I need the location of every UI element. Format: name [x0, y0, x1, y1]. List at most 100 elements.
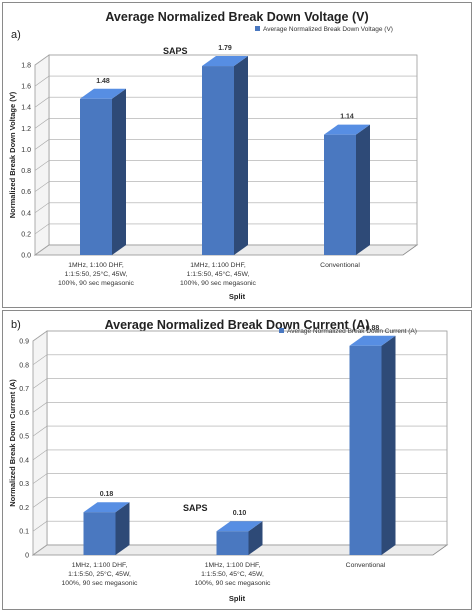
gridline [32, 449, 447, 461]
y-tick-label: 0.7 [19, 386, 29, 393]
gridline [32, 354, 447, 366]
gridline [34, 139, 417, 150]
voltage-chart-panel: a) Average Normalized Break Down Voltage … [2, 2, 472, 308]
y-tick-label: 1.0 [21, 147, 31, 154]
x-tick-label: 1:1:5:50, 25°C, 45W, [68, 570, 131, 578]
bar-side [381, 335, 396, 555]
gridline [34, 54, 417, 66]
bar-front [324, 134, 356, 255]
x-tick-label: 1:1:5:50, 45°C, 45W, [187, 270, 250, 278]
y-tick-label: 0.0 [21, 253, 31, 260]
data-label: 1.48 [96, 78, 110, 85]
plot-side-wall [34, 54, 50, 256]
gridline [32, 497, 447, 508]
bar-top [202, 56, 248, 67]
y-tick-label: 0.8 [21, 168, 31, 175]
x-tick-label: 100%, 90 sec megasonic [58, 280, 135, 287]
bar [324, 124, 370, 256]
x-tick-label: 1MHz, 1:100 DHF, [68, 262, 124, 269]
gridline [32, 544, 447, 556]
x-tick-label: Conventional [320, 262, 360, 269]
gridline [32, 330, 447, 342]
y-tick-label: 0.2 [21, 231, 31, 238]
saps-annotation: SAPS [163, 46, 188, 56]
legend-swatch [255, 26, 260, 31]
bar-front [349, 345, 382, 555]
bar [202, 56, 248, 255]
voltage-chart: a) Average Normalized Break Down Voltage … [8, 10, 419, 301]
legend-entry: Average Normalized Break Down Current (A… [287, 328, 417, 335]
gridline [34, 244, 417, 256]
data-label: 1.79 [218, 45, 232, 52]
x-tick-label: 100%, 90 sec megasonic [195, 580, 272, 587]
y-tick-label: 0.4 [21, 210, 31, 217]
bar-front [202, 66, 234, 255]
y-axis-label: Normalized Break Down Voltage (V) [8, 91, 17, 218]
data-label: 0.88 [366, 325, 380, 332]
y-tick-label: 0.5 [19, 434, 29, 441]
bar-side [356, 124, 370, 256]
x-tick-label: 1:1:5:50, 25°C, 45W, [65, 270, 128, 278]
bar [216, 521, 263, 555]
bar-front [83, 512, 116, 555]
bar-front [216, 531, 249, 555]
data-label: 0.10 [233, 510, 247, 517]
data-label: 1.14 [340, 114, 354, 121]
bar-top [324, 124, 370, 135]
panel-label: b) [11, 319, 21, 331]
gridline [34, 223, 417, 235]
legend-swatch [279, 328, 284, 333]
x-tick-label: 1:1:5:50, 45°C, 45W, [201, 570, 264, 578]
bar-top [83, 502, 130, 513]
saps-annotation: SAPS [183, 503, 208, 513]
x-tick-label: 100%, 90 sec megasonic [62, 580, 139, 587]
legend-entry: Average Normalized Break Down Voltage (V… [263, 26, 393, 33]
panel-label: a) [11, 29, 21, 41]
current-chart-panel: b) Average Normalized Break Down Current … [2, 310, 472, 610]
y-tick-label: 0.9 [19, 339, 29, 346]
y-tick-label: 0.8 [19, 362, 29, 369]
gridline [34, 160, 417, 171]
gridline [32, 402, 447, 413]
chart-title: Average Normalized Break Down Voltage (V… [105, 10, 368, 24]
x-axis-label: Split [229, 292, 246, 301]
bar-side [112, 88, 126, 256]
bar-side [115, 502, 130, 555]
bar-side [234, 56, 248, 255]
y-tick-label: 0 [25, 553, 29, 560]
y-tick-label: 1.4 [21, 105, 31, 112]
bar [349, 335, 396, 555]
y-axis-label: Normalized Break Down Current (A) [8, 379, 17, 507]
gridline [34, 118, 417, 129]
data-label: 0.18 [100, 491, 114, 498]
y-tick-label: 0.6 [19, 410, 29, 417]
bar-top [80, 88, 126, 99]
x-tick-label: 1MHz, 1:100 DHF, [205, 562, 261, 569]
bar-side [248, 521, 263, 555]
gridline [32, 425, 447, 437]
gridline [34, 181, 417, 192]
gridline [34, 96, 417, 108]
bar-top [216, 521, 263, 532]
gridline [32, 520, 447, 532]
y-tick-label: 0.3 [19, 481, 29, 488]
y-tick-label: 0.6 [21, 189, 31, 196]
bar-front [80, 98, 112, 256]
x-axis-label: Split [229, 594, 246, 603]
chart-title: Average Normalized Break Down Current (A… [105, 318, 370, 332]
y-tick-label: 0.4 [19, 457, 29, 464]
plot-side-wall [32, 330, 48, 556]
bar [83, 502, 130, 555]
gridline [32, 473, 447, 484]
bar [80, 88, 126, 256]
y-tick-label: 0.1 [19, 529, 29, 536]
current-chart: b) Average Normalized Break Down Current … [8, 318, 449, 603]
gridline [34, 75, 417, 87]
y-tick-label: 1.2 [21, 126, 31, 133]
gridline [34, 202, 417, 214]
y-tick-label: 0.2 [19, 505, 29, 512]
x-tick-label: Conventional [346, 562, 386, 569]
x-tick-label: 1MHz, 1:100 DHF, [72, 562, 128, 569]
x-tick-label: 1MHz, 1:100 DHF, [190, 262, 246, 269]
bar-top [349, 335, 396, 346]
